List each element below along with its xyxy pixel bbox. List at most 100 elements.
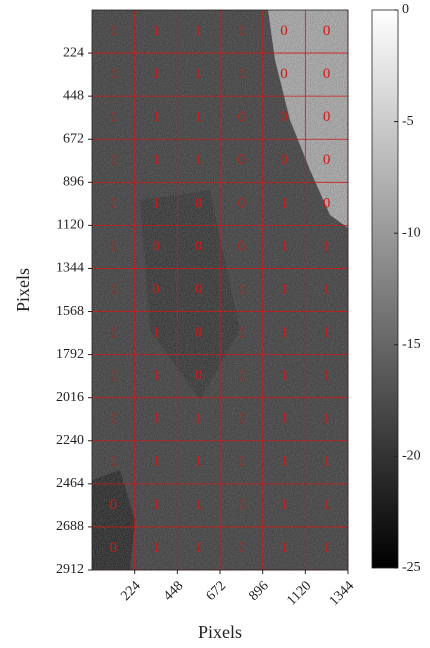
y-tick-label: 1344 (56, 261, 84, 276)
cell-label: 0 (280, 152, 288, 168)
cell-label: 1 (152, 454, 160, 470)
cell-label: 1 (238, 497, 246, 513)
cell-label: 1 (280, 540, 288, 556)
cell-label: 1 (323, 368, 331, 384)
x-tick-label: 1120 (284, 578, 314, 608)
cell-label: 1 (323, 540, 331, 556)
cell-label: 1 (195, 540, 203, 556)
cell-label: 1 (152, 109, 160, 125)
cell-label: 1 (110, 195, 118, 211)
cell-label: 1 (323, 281, 331, 297)
cell-label: 0 (195, 281, 203, 297)
cell-label: 1 (280, 454, 288, 470)
cell-label: 1 (280, 281, 288, 297)
cell-label: 1 (238, 281, 246, 297)
cell-label: 1 (152, 23, 160, 39)
y-tick-label: 1792 (56, 347, 84, 362)
cell-label: 1 (280, 195, 288, 211)
cell-label: 1 (152, 368, 160, 384)
y-tick-label: 896 (63, 175, 84, 190)
cell-label: 1 (152, 497, 160, 513)
cell-label: 0 (238, 109, 246, 125)
colorbar-tick-label: -10 (402, 225, 421, 240)
colorbar (371, 9, 399, 569)
cell-label: 1 (110, 152, 118, 168)
cell-label: 1 (110, 238, 118, 254)
cell-label: 0 (195, 325, 203, 341)
cell-label: 1 (238, 454, 246, 470)
cell-label: 1 (110, 454, 118, 470)
cell-label: 0 (238, 238, 246, 254)
cell-label: 1 (152, 411, 160, 427)
y-tick-label: 2016 (56, 390, 84, 405)
y-tick-label: 2464 (56, 476, 84, 491)
cell-label: 0 (280, 23, 288, 39)
cell-label: 1 (110, 411, 118, 427)
cell-label: 1 (195, 152, 203, 168)
x-tick-label: 224 (118, 578, 143, 603)
colorbar-tick-label: 0 (402, 2, 409, 17)
cell-label: 1 (280, 411, 288, 427)
cell-label: 1 (280, 368, 288, 384)
cell-label: 1 (280, 325, 288, 341)
cell-label: 1 (152, 195, 160, 211)
colorbar-tick-label: -5 (402, 114, 414, 129)
cell-label: 1 (195, 66, 203, 82)
y-tick-label: 224 (63, 45, 84, 60)
x-tick-label: 1344 (327, 578, 357, 608)
cell-label: 0 (280, 66, 288, 82)
cell-label: 1 (195, 497, 203, 513)
x-tick-label: 896 (246, 578, 271, 603)
plot-frame (91, 9, 349, 571)
cell-label: 1 (110, 368, 118, 384)
cell-label: 0 (152, 238, 160, 254)
cell-label: 0 (323, 195, 331, 211)
y-tick-label: 2912 (56, 562, 84, 577)
cell-label: 1 (238, 325, 246, 341)
cell-label: 1 (152, 152, 160, 168)
cell-label: 0 (238, 195, 246, 211)
cell-label: 0 (323, 23, 331, 39)
cell-label: 1 (110, 66, 118, 82)
cell-label: 1 (152, 325, 160, 341)
cell-label: 1 (110, 325, 118, 341)
cell-label: 1 (323, 497, 331, 513)
cell-label: 1 (280, 497, 288, 513)
x-axis-label: Pixels (198, 622, 242, 642)
cell-label: 0 (323, 109, 331, 125)
colorbar-tick-label: -15 (402, 337, 421, 352)
cell-label: 1 (280, 238, 288, 254)
cell-label: 1 (238, 540, 246, 556)
y-axis-label: Pixels (13, 268, 33, 312)
cell-label: 1 (323, 325, 331, 341)
y-tick-label: 2240 (56, 433, 84, 448)
cell-label: 0 (280, 109, 288, 125)
y-tick-label: 672 (63, 131, 84, 146)
cell-label: 1 (110, 281, 118, 297)
cell-label: 1 (152, 540, 160, 556)
cell-label: 1 (195, 109, 203, 125)
cell-label: 0 (195, 238, 203, 254)
colorbar-tick-label: -20 (402, 449, 421, 464)
cell-label: 1 (238, 66, 246, 82)
y-tick-label: 448 (63, 88, 84, 103)
cell-label: 1 (238, 23, 246, 39)
cell-label: 1 (152, 66, 160, 82)
cell-label: 1 (323, 454, 331, 470)
cell-label: 1 (195, 23, 203, 39)
cell-label: 1 (110, 109, 118, 125)
cell-label: 1 (323, 411, 331, 427)
cell-label: 0 (110, 540, 118, 556)
y-tick-label: 1120 (57, 218, 84, 233)
cell-label: 1 (238, 411, 246, 427)
cell-label: 1 (323, 238, 331, 254)
cell-label: 1 (195, 454, 203, 470)
cell-label: 0 (238, 152, 246, 168)
x-tick-label: 448 (161, 578, 186, 603)
y-tick-label: 2688 (56, 519, 84, 534)
cell-label: 1 (238, 368, 246, 384)
y-tick-label: 1568 (56, 304, 84, 319)
cell-label: 0 (323, 152, 331, 168)
x-tick-label: 672 (204, 578, 229, 603)
